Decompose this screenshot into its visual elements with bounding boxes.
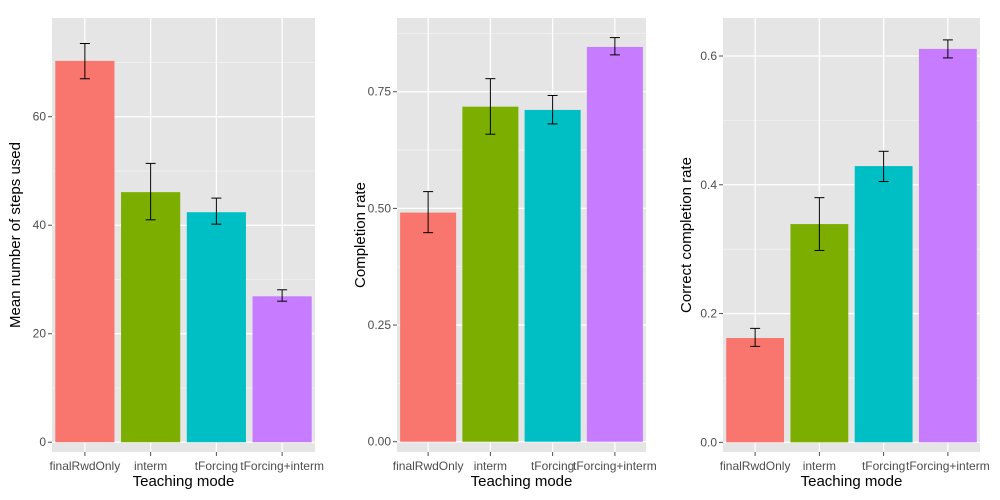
bar-finalrwdonly — [400, 212, 457, 442]
error-bar — [814, 197, 825, 251]
x-tick-label: tForcing — [531, 459, 574, 473]
y-tick-label: 0.6 — [700, 49, 717, 63]
panel-1: 0 20 40 60 finalRwdOnly interm tForcing tForcin… — [7, 18, 324, 490]
y-axis-title: Mean number of steps used — [7, 142, 24, 328]
error-bar — [750, 327, 761, 347]
bar-finalrwdonly — [55, 60, 115, 443]
error-bar — [211, 197, 222, 225]
panel-2: 0.00 0.25 0.50 0.75 finalRwdOnly interm tForci… — [352, 18, 657, 490]
bar-tforcing — [186, 212, 246, 443]
x-tick-label: interm — [134, 459, 167, 473]
error-bar — [547, 94, 558, 125]
x-tick-label: tForcing — [862, 459, 905, 473]
y-tick-label: 0.50 — [368, 201, 392, 215]
error-bar — [277, 289, 288, 302]
error-bar — [423, 191, 434, 234]
bar-tforcing-interm — [918, 48, 977, 443]
bar-interm — [790, 224, 849, 443]
x-axis-title: Teaching mode — [801, 473, 903, 490]
x-tick-label: interm — [474, 459, 507, 473]
y-tick-label: 60 — [33, 110, 47, 124]
x-tick-label: finalRwdOnly — [50, 459, 121, 473]
y-tick-label: 0 — [39, 435, 46, 449]
y-axis-title: Correct completion rate — [678, 157, 695, 313]
y-axis-title: Completion rate — [352, 182, 369, 288]
x-axis-title: Teaching mode — [471, 473, 573, 490]
error-bar — [79, 42, 90, 80]
bar-tforcing — [524, 109, 581, 442]
y-tick-label: 0.2 — [700, 307, 717, 321]
x-tick-label: tForcing+interm — [240, 459, 324, 473]
x-tick-label: interm — [803, 459, 836, 473]
x-tick-label: finalRwdOnly — [393, 459, 464, 473]
x-tick-label: finalRwdOnly — [720, 459, 791, 473]
y-tick-label: 0.75 — [368, 85, 392, 99]
x-axis-title: Teaching mode — [133, 473, 235, 490]
bar-tforcing — [854, 166, 913, 443]
error-bar — [145, 162, 156, 221]
x-tick-label: tForcing — [195, 459, 238, 473]
y-tick-label: 0.0 — [700, 435, 717, 449]
bar-tforcing-interm — [252, 296, 312, 443]
error-bar — [609, 37, 620, 56]
error-bar — [878, 150, 889, 183]
bar-finalrwdonly — [726, 338, 785, 443]
bar-interm — [462, 106, 519, 442]
y-tick-label: 0.25 — [368, 318, 392, 332]
error-bar — [485, 78, 496, 135]
panel-3: 0.0 0.2 0.4 0.6 finalRwdOnly interm tForcing tF… — [678, 18, 990, 490]
x-tick-label: tForcing+interm — [573, 459, 657, 473]
y-tick-label: 0.4 — [700, 178, 717, 192]
y-tick-label: 20 — [33, 327, 47, 341]
error-bar — [942, 39, 953, 59]
bar-tforcing-interm — [586, 46, 643, 442]
y-tick-label: 40 — [33, 218, 47, 232]
y-tick-label: 0.00 — [368, 435, 392, 449]
x-tick-label: tForcing+interm — [906, 459, 990, 473]
bar-interm — [121, 192, 181, 443]
